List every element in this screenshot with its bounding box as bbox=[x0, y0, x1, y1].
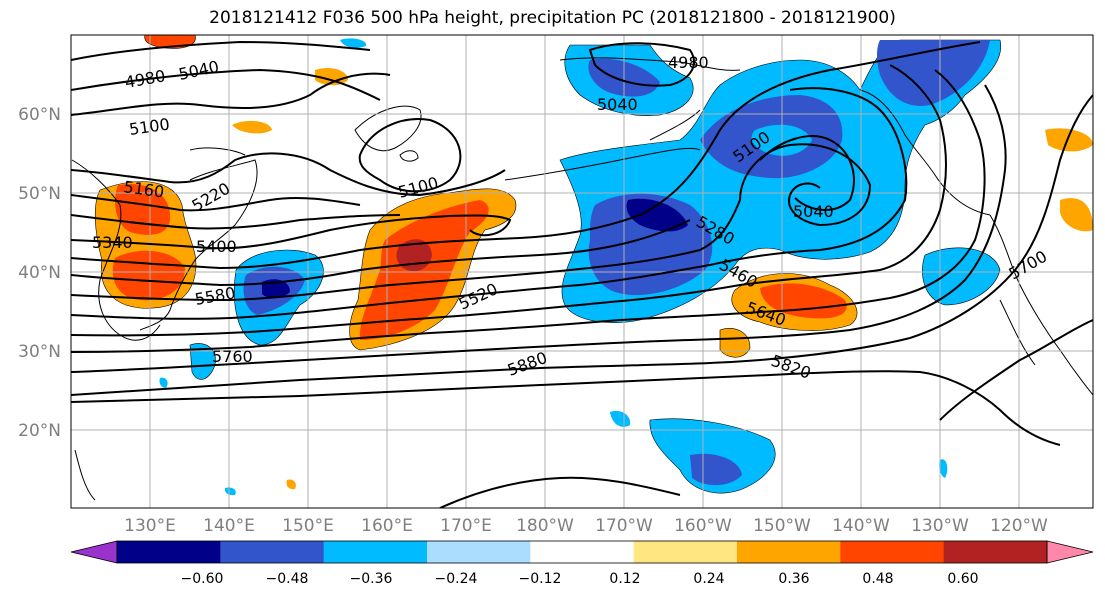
colorbar: −0.60 −0.48 −0.36 −0.24 −0.12 0.12 0.24 … bbox=[70, 540, 1094, 587]
lon-label: 150°E bbox=[282, 516, 334, 536]
colorbar-segment bbox=[840, 541, 945, 563]
height-contours bbox=[71, 40, 1093, 508]
colorbar-segment bbox=[323, 541, 428, 563]
colorbar-segments bbox=[117, 541, 1048, 563]
colorbar-tick: −0.24 bbox=[435, 571, 478, 587]
contour-label: 5400 bbox=[196, 237, 237, 256]
lon-label: 130°E bbox=[124, 516, 176, 536]
lat-label: 40°N bbox=[18, 263, 61, 283]
colorbar-segment bbox=[633, 541, 738, 563]
colorbar-tick: −0.36 bbox=[350, 571, 393, 587]
contour-label: 5760 bbox=[212, 347, 253, 366]
lat-label: 20°N bbox=[18, 421, 61, 441]
coastlines bbox=[71, 57, 1093, 501]
colorbar-segment bbox=[530, 541, 635, 563]
contour-label: 5340 bbox=[92, 233, 133, 252]
colorbar-tick: 0.36 bbox=[778, 571, 809, 587]
colorbar-extend-high bbox=[1046, 540, 1094, 564]
colorbar-segment bbox=[117, 541, 221, 563]
colorbar-tick: −0.60 bbox=[181, 571, 224, 587]
colorbar-tick: −0.12 bbox=[519, 571, 562, 587]
lon-label: 160°E bbox=[361, 516, 413, 536]
map-title: 2018121412 F036 500 hPa height, precipit… bbox=[209, 8, 896, 28]
lon-label: 170°E bbox=[440, 516, 492, 536]
lat-label: 60°N bbox=[18, 105, 61, 125]
colorbar-tick: 0.60 bbox=[947, 571, 978, 587]
colorbar-tick: 0.24 bbox=[693, 571, 724, 587]
lon-label: 140°W bbox=[832, 516, 890, 536]
lon-label: 130°W bbox=[911, 516, 969, 536]
graticule bbox=[71, 35, 1093, 508]
contour-label: 5040 bbox=[597, 95, 638, 114]
lat-label: 50°N bbox=[18, 184, 61, 204]
contour-label: 4980 bbox=[668, 53, 709, 72]
contour-label: 5040 bbox=[793, 202, 834, 221]
lat-axis: 60°N 50°N 40°N 30°N 20°N bbox=[18, 105, 61, 441]
map-area: 4980 5040 5100 4980 5040 5100 5160 5220 … bbox=[71, 35, 1093, 508]
lon-label: 150°W bbox=[753, 516, 811, 536]
colorbar-extend-low bbox=[70, 540, 118, 564]
lon-label: 140°E bbox=[203, 516, 255, 536]
lat-label: 30°N bbox=[18, 342, 61, 362]
colorbar-tick: 0.12 bbox=[609, 571, 640, 587]
colorbar-tick: −0.48 bbox=[266, 571, 309, 587]
colorbar-segment bbox=[220, 541, 325, 563]
colorbar-ticks: −0.60 −0.48 −0.36 −0.24 −0.12 0.12 0.24 … bbox=[181, 571, 979, 587]
lon-label: 120°W bbox=[990, 516, 1048, 536]
colorbar-segment bbox=[737, 541, 841, 563]
lon-axis: 130°E 140°E 150°E 160°E 170°E 180°W 170°… bbox=[124, 516, 1048, 536]
colorbar-tick: 0.48 bbox=[862, 571, 893, 587]
lon-label: 160°W bbox=[674, 516, 732, 536]
lon-label: 180°W bbox=[516, 516, 574, 536]
map-frame bbox=[70, 34, 1094, 509]
colorbar-segment bbox=[943, 541, 1048, 563]
lon-label: 170°W bbox=[595, 516, 653, 536]
colorbar-segment bbox=[427, 541, 531, 563]
